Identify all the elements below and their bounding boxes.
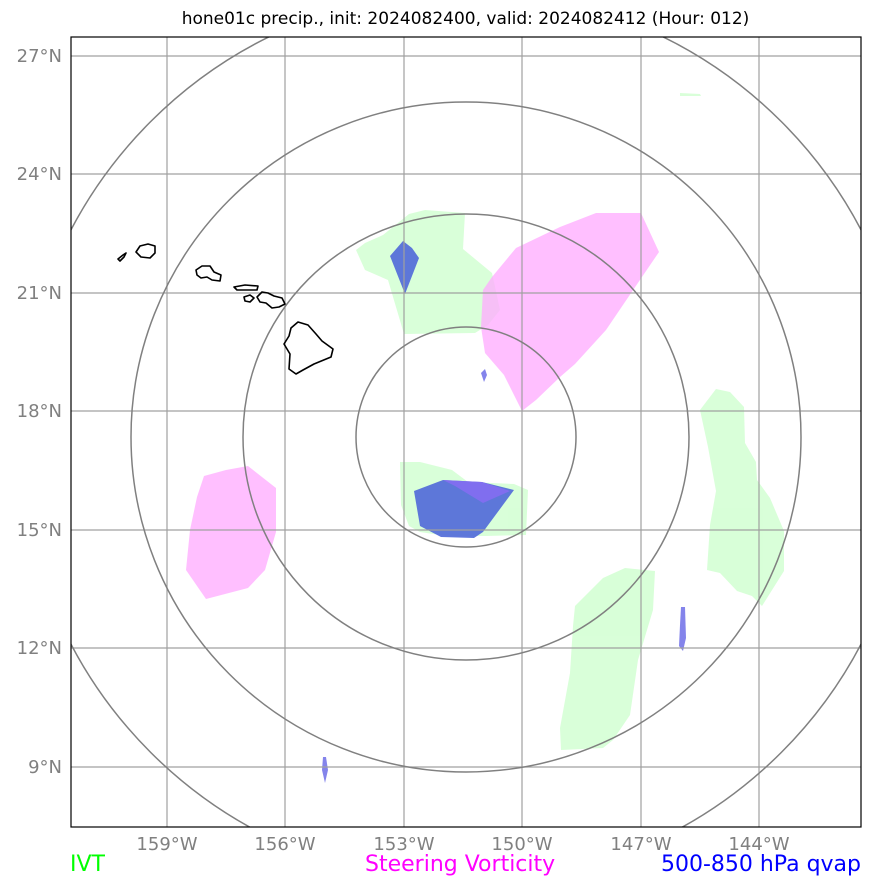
lon-label-150w: 150°W: [491, 834, 552, 855]
range-ring-1: [355, 326, 577, 548]
range-ring-3: [130, 101, 802, 773]
legend-qvap: 500-850 hPa qvap: [660, 852, 861, 877]
qvap-region-south-speck: [322, 757, 328, 783]
legend-ivt: IVT: [70, 852, 105, 877]
map-title: hone01c precip., init: 2024082400, valid…: [181, 9, 750, 29]
ivt-region-northeast-speck: [680, 93, 701, 96]
plot-area: [71, 37, 861, 827]
lon-label-153w: 153°W: [373, 834, 434, 855]
island-hawaii: [283, 321, 334, 375]
lat-label-27n: 27°N: [17, 46, 62, 67]
island-kauai: [135, 243, 156, 259]
range-ring-2: [242, 213, 690, 661]
range-rings: [71, 37, 861, 827]
longitude-axis: 159°W 156°W 153°W 150°W 147°W 144°W: [136, 834, 789, 855]
legend-steering-vorticity: Steering Vorticity: [365, 852, 556, 877]
island-oahu: [195, 265, 222, 282]
lat-label-9n: 9°N: [28, 757, 62, 778]
lat-label-15n: 15°N: [17, 520, 62, 541]
plot-border: [70, 36, 862, 828]
island-lanai: [243, 294, 255, 303]
lon-label-144w: 144°W: [728, 834, 789, 855]
lat-label-12n: 12°N: [17, 638, 62, 659]
lon-label-156w: 156°W: [254, 834, 315, 855]
qvap-layer: [322, 241, 686, 783]
qvap-region-center-overlap: [443, 480, 510, 503]
latitude-axis: 27°N 24°N 21°N 18°N 15°N 12°N 9°N: [17, 46, 62, 778]
range-ring-4: [71, 37, 861, 827]
lat-label-18n: 18°N: [17, 401, 62, 422]
ivt-layer: [356, 93, 784, 750]
ivt-region-north: [356, 210, 500, 334]
lat-label-24n: 24°N: [17, 164, 62, 185]
lat-label-21n: 21°N: [17, 283, 62, 304]
lon-label-147w: 147°W: [610, 834, 671, 855]
island-niihau: [117, 252, 127, 262]
qvap-region-speck-center: [481, 369, 487, 382]
vorticity-region-northeast: [481, 213, 659, 411]
ivt-region-east: [700, 389, 784, 606]
qvap-region-east-strip: [679, 607, 686, 651]
island-molokai: [233, 284, 259, 291]
lon-label-159w: 159°W: [136, 834, 197, 855]
island-maui: [256, 291, 286, 309]
vorticity-region-west: [186, 466, 276, 599]
vorticity-layer: [186, 213, 659, 599]
graticule: [71, 37, 861, 827]
ivt-region-southeast: [560, 568, 655, 750]
coastlines: [117, 243, 334, 375]
